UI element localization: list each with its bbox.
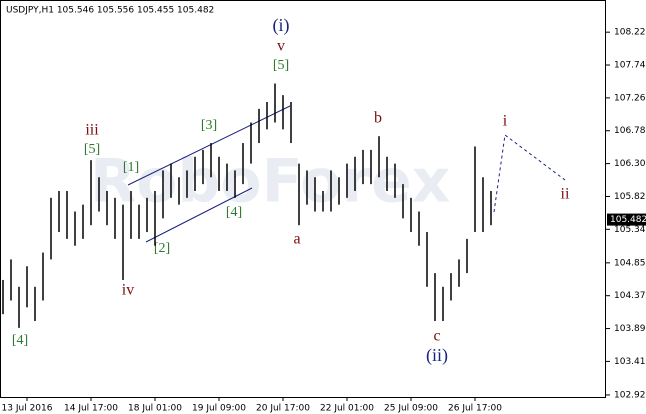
wave-label: [5]: [84, 142, 100, 157]
wave-label: (ii): [426, 345, 448, 366]
wave-label: a: [293, 231, 300, 248]
wave-label: (i): [273, 15, 290, 36]
wave-label: v: [277, 38, 285, 55]
y-tick-label: 108.220: [614, 28, 646, 38]
y-tick-label: 107.260: [614, 93, 646, 103]
last-price-label: 105.482: [610, 215, 646, 225]
y-tick-label: 103.410: [614, 357, 646, 367]
wave-label: [1]: [123, 160, 139, 175]
plot-frame: [0, 0, 606, 398]
chart-title: USDJPY,H1 105.546 105.556 105.455 105.48…: [6, 6, 214, 16]
wave-label: [3]: [201, 118, 217, 133]
wave-label: i: [503, 113, 508, 130]
x-tick-label: 20 Jul 17:00: [256, 404, 310, 414]
wave-label: iii: [85, 122, 99, 139]
last-price-box: [607, 213, 646, 226]
y-tick-label: 103.890: [614, 324, 646, 334]
y-tick-label: 102.920: [614, 390, 646, 400]
x-tick-label: 25 Jul 09:00: [384, 404, 438, 414]
projection: [493, 134, 566, 213]
x-tick-label: 14 Jul 17:00: [64, 404, 118, 414]
y-tick-label: 105.340: [614, 225, 646, 235]
y-tick-label: 105.820: [614, 192, 646, 202]
wave-label: iv: [122, 282, 134, 299]
y-tick-label: 107.740: [614, 61, 646, 71]
x-tick-label: 19 Jul 09:00: [192, 404, 246, 414]
y-tick-label: 106.780: [614, 126, 646, 136]
wave-label: [2]: [154, 241, 170, 256]
wave-label: ii: [561, 186, 570, 203]
channel-upper: [127, 105, 291, 186]
wave-label: [5]: [273, 58, 289, 73]
x-tick-label: 18 Jul 01:00: [128, 404, 182, 414]
x-tick-label: 26 Jul 17:00: [448, 404, 502, 414]
y-tick-label: 104.850: [614, 258, 646, 268]
x-tick-label: 22 Jul 01:00: [320, 404, 374, 414]
wave-label: c: [433, 328, 440, 345]
wave-label: b: [374, 110, 382, 127]
y-tick-label: 106.300: [614, 159, 646, 169]
wave-label: [4]: [12, 333, 28, 348]
x-tick-label: 13 Jul 2016: [2, 404, 53, 414]
wave-label: [4]: [226, 205, 242, 220]
y-tick-label: 104.370: [614, 291, 646, 301]
watermark: RoboForex: [90, 147, 450, 217]
